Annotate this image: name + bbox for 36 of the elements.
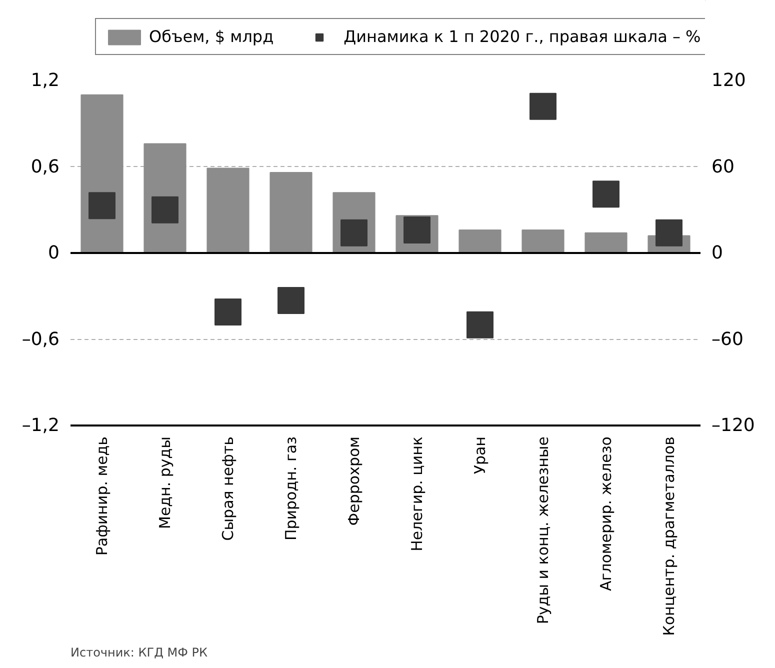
point [466, 311, 494, 338]
bar [206, 168, 250, 254]
point [530, 92, 556, 120]
y2-tick-label: –120 [712, 415, 755, 436]
point [214, 298, 242, 326]
y-tick-label: 0,6 [30, 156, 60, 178]
y-tick-label: 1,2 [30, 70, 60, 91]
y-tick-label: 0 [48, 242, 60, 264]
bar [80, 94, 124, 254]
y2-tick-label: 60 [712, 156, 734, 178]
x-tick-label: Сырая нефть [219, 436, 237, 541]
text: Источник: КГД МФ РК [70, 646, 208, 660]
legend-label: Динамика к 1 п 2020 г., правая шкала – % [344, 27, 701, 46]
y-tick-label: –1,2 [22, 415, 60, 436]
bar [584, 232, 628, 254]
y2-tick-label: 0 [712, 242, 723, 264]
point [656, 219, 682, 246]
x-tick-label: Руды и конц. железные [534, 436, 552, 624]
x-tick-label: Природн. газ [282, 436, 300, 541]
bar [522, 230, 564, 254]
bar [270, 172, 312, 254]
y-tick-label: –0,6 [22, 328, 60, 350]
legend-label: Объем, $ млрд [149, 27, 274, 46]
point [592, 180, 620, 208]
x-tick-label: Уран [471, 436, 489, 474]
x-tick-label: Рафинир. медь [93, 436, 111, 556]
point [88, 192, 116, 220]
x-tick-label: Агломерир. железо [597, 436, 615, 591]
y2-tick-label: 120 [712, 70, 746, 91]
bar [458, 230, 502, 254]
x-tick-label: Феррохром [345, 436, 363, 526]
y2-tick-label: –60 [712, 328, 744, 350]
x-tick-label: Концентр. драгметаллов [660, 436, 678, 636]
point [278, 286, 304, 314]
x-tick-label: Нелегир. цинк [408, 436, 426, 552]
x-tick-label: Медн. руды [156, 436, 174, 529]
